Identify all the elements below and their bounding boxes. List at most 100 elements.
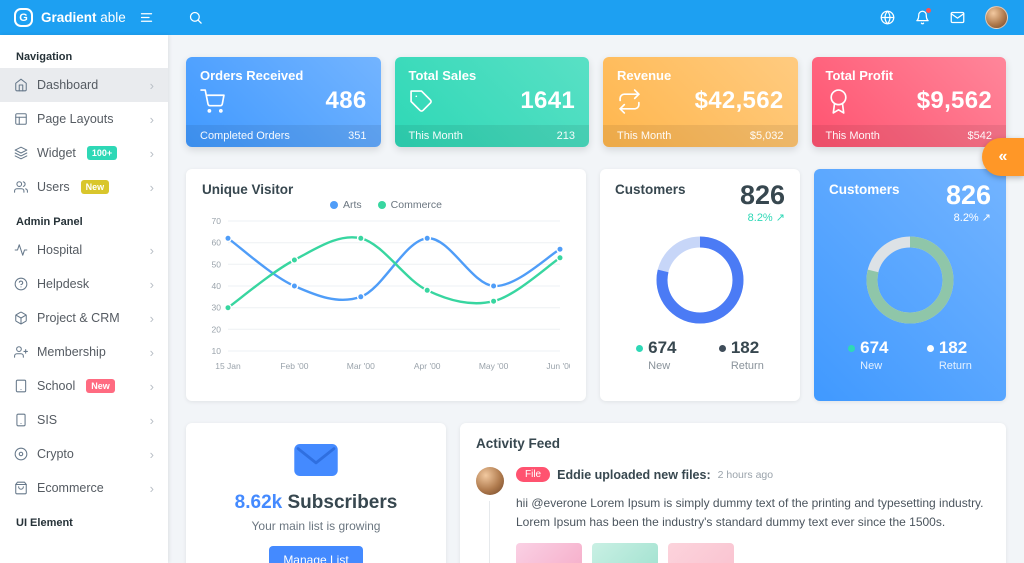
activity-feed-card: Activity Feed File Eddie uploaded new fi… [460,423,1006,563]
sidebar-item-hospital[interactable]: Hospital › [0,233,168,267]
top-navbar: G Gradient able [0,0,1024,35]
globe-icon[interactable] [880,10,895,25]
sidebar-item-label: Dashboard [37,78,99,92]
bottom-row: 8.62k Subscribers Your main list is grow… [186,423,1006,563]
chevron-right-icon: › [149,111,154,127]
legend-dot [377,201,386,209]
app-logo-icon[interactable]: G [14,8,33,27]
feed-event-text: Eddie uploaded new files: [557,467,711,482]
menu-toggle-icon[interactable] [139,10,154,25]
chevron-right-icon: › [149,412,154,428]
sidebar-item-crypto[interactable]: Crypto › [0,437,168,471]
stat-footer-label: Completed Orders [200,130,290,142]
tag-icon [409,89,432,112]
sidebar-item-widget[interactable]: Widget 100+ › [0,136,168,170]
sidebar-item-dashboard[interactable]: Dashboard › [0,68,168,102]
customers-change: 8.2% ↗ [747,212,785,224]
sidebar-item-page-layouts[interactable]: Page Layouts › [0,102,168,136]
customers-new-stat: 674 New [848,338,889,372]
attachment-thumbnail[interactable] [592,543,658,563]
svg-text:70: 70 [212,216,222,226]
attachment-thumbnail[interactable] [668,543,734,563]
school-new-badge: New [86,379,115,393]
stat-value: 1641 [520,87,575,114]
svg-text:May '00: May '00 [479,361,509,371]
nav-section-admin-panel: Admin Panel [16,216,83,228]
chevron-right-icon: › [149,276,154,292]
sidebar-item-label: SIS [37,413,58,427]
trend-up-icon: ↗ [775,212,785,224]
settings-collapse-button[interactable]: « [982,138,1024,176]
user-avatar[interactable] [985,6,1008,29]
sidebar-item-label: Project & CRM [37,311,120,325]
chevron-right-icon: › [149,242,154,258]
brand-name-bold: Gradient [41,10,97,25]
customers-card-blue: Customers 826 8.2% ↗ 674 New [814,169,1006,401]
stat-footer-label: This Month [825,130,880,142]
chevron-right-icon: › [149,446,154,462]
svg-text:15 Jan: 15 Jan [215,361,241,371]
customers-new-stat: 674 New [636,338,677,372]
chevron-right-icon: › [149,344,154,360]
chevron-right-icon: › [149,480,154,496]
feed-item: File Eddie uploaded new files: 2 hours a… [476,467,990,563]
manage-list-button[interactable]: Manage List [269,546,363,563]
svg-text:50: 50 [212,259,222,269]
customers-donut-chart [615,228,785,332]
customers-donut-chart [829,228,991,332]
user-plus-icon [14,346,28,358]
svg-text:60: 60 [212,238,222,248]
chevron-right-icon: › [149,378,154,394]
chevron-right-icon: › [149,145,154,161]
notifications-bell-icon[interactable] [915,8,931,25]
legend-item-commerce[interactable]: Commerce [377,199,442,211]
sidebar-item-label: Widget [37,146,76,160]
brand-name: Gradient able [41,10,126,25]
sidebar-item-label: Hospital [37,243,83,257]
search-icon[interactable] [188,10,203,25]
stat-card-total-sales: Total Sales 1641 This Month 213 [394,57,589,147]
feed-user-avatar[interactable] [476,467,504,495]
sidebar-item-sis[interactable]: SIS › [0,403,168,437]
shopping-cart-icon [200,88,225,113]
stat-title: Orders Received [200,68,304,83]
stat-footer-value: 213 [556,130,575,142]
subscribers-card: 8.62k Subscribers Your main list is grow… [186,423,446,563]
sidebar-item-label: Helpdesk [37,277,90,291]
sidebar-item-school[interactable]: School New › [0,369,168,403]
subscribers-subtitle: Your main list is growing [251,519,381,533]
stat-footer-label: This Month [408,130,463,142]
sidebar-item-label: Page Layouts [37,112,114,126]
charts-row: Unique Visitor Arts Commerce 70 60 50 40 30 2… [186,169,1006,401]
new-dot [636,344,644,352]
stat-footer-value: $542 [967,130,992,142]
file-badge: File [516,467,551,482]
shopping-bag-icon [15,481,27,495]
sidebar-item-membership[interactable]: Membership › [0,335,168,369]
layers-icon [14,146,28,160]
legend-dot [329,201,338,209]
chart-title: Unique Visitor [202,182,294,197]
sidebar-item-label: Crypto [37,447,74,461]
stat-card-orders-received: Orders Received 486 Completed Orders 351 [186,57,381,147]
sidebar-item-project-crm[interactable]: Project & CRM › [0,301,168,335]
sidebar-item-helpdesk[interactable]: Helpdesk › [0,267,168,301]
award-icon [829,88,847,114]
sidebar-item-label: Membership [37,345,106,359]
envelope-icon [294,443,338,477]
brand: G Gradient able [0,8,168,27]
sidebar-item-label: Users [37,180,70,194]
package-icon [15,311,27,325]
legend-item-arts[interactable]: Arts [329,199,362,211]
sidebar-item-users[interactable]: Users New › [0,170,168,204]
messages-mail-icon[interactable] [950,10,965,25]
customers-return-stat: 182 Return [926,338,972,372]
new-dot [848,344,856,352]
customers-title: Customers [829,182,900,197]
stat-value: $42,562 [694,87,784,114]
attachment-thumbnail[interactable] [516,543,582,563]
sidebar-item-ecommerce[interactable]: Ecommerce › [0,471,168,505]
repeat-icon [619,88,640,114]
activity-feed-title: Activity Feed [476,436,561,451]
unique-visitor-card: Unique Visitor Arts Commerce 70 60 50 40 30 2… [186,169,586,401]
